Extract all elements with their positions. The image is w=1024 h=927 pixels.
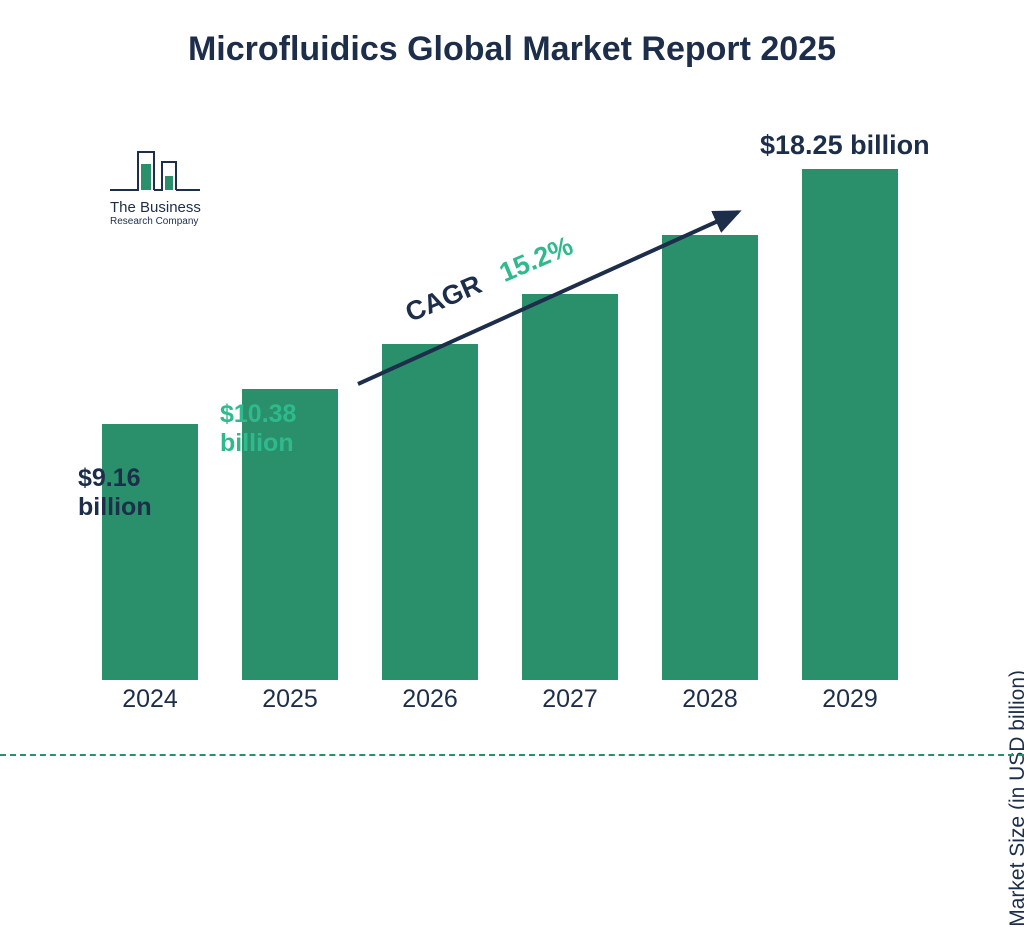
trend-arrow-icon: [0, 0, 1024, 768]
y-axis-label: Market Size (in USD billion): [1006, 670, 1024, 927]
dashed-divider: [0, 754, 1024, 756]
